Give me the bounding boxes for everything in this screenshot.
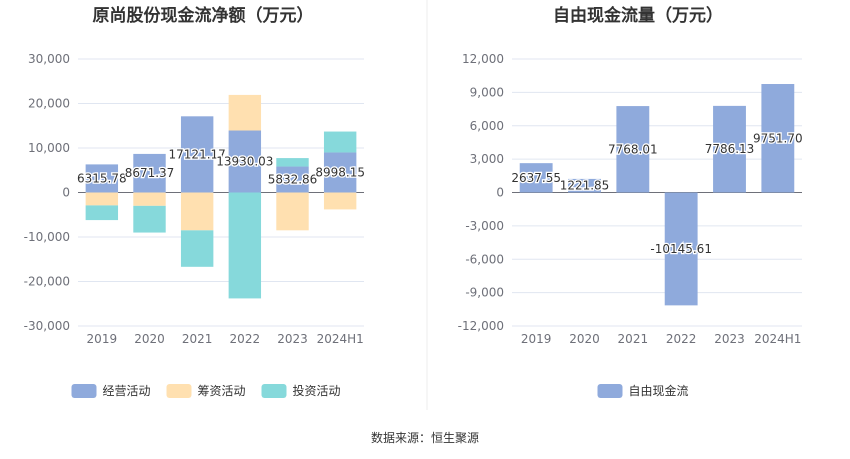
bar-经营活动-2024H1[interactable] <box>323 152 357 193</box>
y-tick-label: 9,000 <box>470 85 504 99</box>
bar-投资活动-2023[interactable] <box>276 158 309 167</box>
x-tick-label: 2019 <box>87 332 118 346</box>
bar-筹资活动-2024H1[interactable] <box>323 192 357 210</box>
bar-经营活动-2022[interactable] <box>228 130 262 193</box>
y-tick-label: 20,000 <box>28 97 70 111</box>
data-label: 8671.37 <box>125 166 175 180</box>
source-note: 数据来源：恒生聚源 <box>371 430 479 445</box>
bar-自由现金流-2020[interactable] <box>568 178 601 193</box>
data-label: -10145.61 <box>650 242 712 256</box>
bar-筹资活动-2022[interactable] <box>228 94 262 131</box>
x-tick-label: 2019 <box>521 332 552 346</box>
x-tick-label: 2024H1 <box>317 332 364 346</box>
left-chart-title: 原尚股份现金流净额（万元） <box>93 5 314 26</box>
y-tick-label: -30,000 <box>24 319 70 333</box>
y-tick-label: 10,000 <box>28 141 70 155</box>
right-legend[interactable]: 自由现金流 <box>597 383 689 398</box>
legend-swatch[interactable] <box>71 384 97 398</box>
x-tick-label: 2023 <box>277 332 308 346</box>
right-plot: 12,000 9,000 6,000 3,000 0 -3,000 -6,000 -9,000… <box>458 52 804 346</box>
data-label: 9751.70 <box>753 131 803 145</box>
right-chart-title: 自由现金流量（万元） <box>553 5 723 26</box>
bar-自由现金流-2022[interactable] <box>664 192 698 306</box>
bar-投资活动-2019[interactable] <box>85 205 119 221</box>
legend-swatch[interactable] <box>261 384 287 398</box>
x-tick-label: 2024H1 <box>754 332 801 346</box>
data-label: 6315.78 <box>77 171 127 185</box>
bar-筹资活动-2021[interactable] <box>180 192 214 231</box>
y-tick-label: -10,000 <box>24 230 70 244</box>
bar-投资活动-2022[interactable] <box>228 192 262 299</box>
y-tick-label: -9,000 <box>465 286 504 300</box>
data-label: 7768.01 <box>608 142 658 156</box>
legend-swatch[interactable] <box>597 384 623 398</box>
x-tick-label: 2022 <box>666 332 697 346</box>
y-tick-label: 3,000 <box>470 152 504 166</box>
left-legend[interactable]: 经营活动 筹资活动 投资活动 <box>71 383 341 398</box>
bar-自由现金流-2023[interactable] <box>713 105 746 193</box>
left-plot: 30,000 20,000 10,000 0 -10,000 -20,000 -30,000… <box>24 52 367 346</box>
legend-label[interactable]: 经营活动 <box>103 384 151 398</box>
y-tick-label: 0 <box>62 186 70 200</box>
bar-经营活动-2021[interactable] <box>180 116 214 193</box>
x-tick-label: 2020 <box>569 332 600 346</box>
bar-投资活动-2020[interactable] <box>133 205 166 233</box>
bar-筹资活动-2019[interactable] <box>85 192 119 206</box>
data-label: 17121.17 <box>169 147 226 161</box>
bar-投资活动-2021[interactable] <box>180 230 214 267</box>
legend-swatch[interactable] <box>166 384 192 398</box>
bar-自由现金流-2019[interactable] <box>519 163 553 193</box>
bar-自由现金流-2021[interactable] <box>616 106 650 193</box>
x-tick-label: 2021 <box>182 332 213 346</box>
y-tick-label: 0 <box>496 186 504 200</box>
y-tick-label: 12,000 <box>462 52 504 66</box>
x-tick-label: 2022 <box>230 332 261 346</box>
x-tick-label: 2020 <box>134 332 165 346</box>
legend-label[interactable]: 自由现金流 <box>629 383 689 398</box>
y-tick-label: -12,000 <box>458 319 504 333</box>
legend-label[interactable]: 筹资活动 <box>198 384 246 398</box>
data-label: 8998.15 <box>315 165 365 179</box>
y-tick-label: -6,000 <box>465 252 504 266</box>
data-label: 1221.85 <box>560 179 610 193</box>
bar-投资活动-2024H1[interactable] <box>323 131 357 153</box>
bar-自由现金流-2024H1[interactable] <box>761 84 795 193</box>
x-tick-label: 2021 <box>618 332 649 346</box>
y-tick-label: 6,000 <box>470 119 504 133</box>
data-label: 5832.86 <box>268 173 318 187</box>
legend-label[interactable]: 投资活动 <box>293 383 341 398</box>
y-tick-label: -3,000 <box>465 219 504 233</box>
data-label: 13930.03 <box>216 155 273 169</box>
bar-经营活动-2023[interactable] <box>276 166 309 193</box>
y-tick-label: 30,000 <box>28 52 70 66</box>
bar-筹资活动-2020[interactable] <box>133 192 166 206</box>
x-tick-label: 2023 <box>714 332 745 346</box>
y-tick-label: -20,000 <box>24 275 70 289</box>
data-label: 2637.55 <box>511 171 561 185</box>
bar-经营活动-2019[interactable] <box>85 164 119 193</box>
data-label: 7786.13 <box>705 142 755 156</box>
bar-经营活动-2020[interactable] <box>133 153 166 193</box>
bar-筹资活动-2023[interactable] <box>276 192 309 231</box>
